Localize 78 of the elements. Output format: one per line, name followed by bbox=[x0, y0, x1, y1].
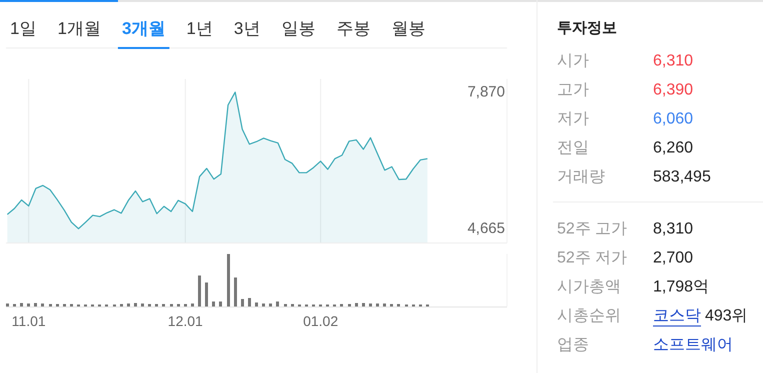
bar bbox=[234, 278, 237, 306]
category-label: 일봉 bbox=[281, 19, 316, 38]
bar bbox=[284, 304, 287, 306]
bar bbox=[134, 302, 137, 306]
category-label: 시가 bbox=[557, 52, 589, 70]
bar bbox=[269, 303, 272, 306]
x-tick-label: 11.01 bbox=[12, 313, 46, 329]
category-label: 업종 bbox=[557, 336, 589, 354]
category-label: 저가 bbox=[557, 110, 589, 128]
bar bbox=[20, 302, 23, 306]
bar bbox=[34, 302, 37, 306]
category-label: 3년 bbox=[234, 19, 260, 38]
text: 6,390 bbox=[653, 82, 694, 98]
bar bbox=[227, 254, 230, 306]
text: 583,495 bbox=[653, 168, 711, 186]
bar bbox=[127, 303, 130, 306]
bar bbox=[369, 303, 372, 306]
x-tick-label: 12.01 bbox=[168, 313, 204, 329]
category-label: 1일 bbox=[10, 19, 36, 38]
bar bbox=[155, 304, 158, 306]
bar bbox=[212, 301, 215, 306]
y-tick-label: 4,665 bbox=[467, 220, 505, 238]
bar bbox=[49, 304, 52, 306]
category-label: 52주 고가 bbox=[557, 220, 628, 238]
text: 2,700 bbox=[653, 250, 694, 266]
category-label: 주봉 bbox=[336, 19, 370, 38]
bar bbox=[383, 303, 386, 306]
text: 6,060 bbox=[653, 110, 694, 128]
bar bbox=[205, 282, 208, 306]
category-label: 3개월 bbox=[122, 19, 166, 38]
category-label: 고가 bbox=[557, 82, 589, 98]
bar bbox=[6, 303, 9, 306]
category-label: 월봉 bbox=[391, 19, 426, 38]
bar bbox=[162, 304, 165, 306]
category-label: 시가총액 bbox=[557, 278, 621, 296]
bar bbox=[120, 304, 123, 306]
bar bbox=[248, 298, 251, 306]
category-label: 1개월 bbox=[57, 19, 101, 38]
bar bbox=[41, 303, 44, 306]
text: 소프트웨어 bbox=[653, 336, 733, 354]
bar bbox=[148, 304, 151, 306]
category-label: 52주 저가 bbox=[557, 250, 628, 266]
bar bbox=[255, 302, 258, 306]
bar bbox=[198, 276, 201, 306]
bar bbox=[219, 301, 222, 306]
bar bbox=[63, 304, 66, 306]
bar bbox=[262, 303, 265, 306]
bar bbox=[291, 304, 294, 306]
bar bbox=[362, 302, 365, 306]
bar bbox=[355, 302, 358, 306]
bar bbox=[348, 304, 351, 306]
category-label: 시총순위 bbox=[557, 308, 621, 324]
text: 6,260 bbox=[653, 140, 694, 156]
bar bbox=[27, 303, 30, 306]
bar bbox=[376, 303, 379, 306]
bar bbox=[390, 304, 393, 306]
bar bbox=[141, 303, 144, 306]
bar bbox=[170, 304, 173, 306]
bar bbox=[191, 303, 194, 306]
text: 1,798억 bbox=[653, 278, 710, 296]
bar bbox=[184, 304, 187, 306]
bar bbox=[70, 304, 73, 306]
category-label: 전일 bbox=[557, 140, 589, 156]
bar bbox=[397, 304, 400, 306]
bar bbox=[340, 304, 343, 306]
bar bbox=[56, 304, 59, 306]
bar bbox=[241, 299, 244, 306]
text: 6,310 bbox=[653, 52, 694, 70]
bar bbox=[13, 304, 16, 306]
text: 코스닥 493위 bbox=[653, 308, 748, 324]
x-tick-label: 01.02 bbox=[303, 313, 338, 329]
text: 8,310 bbox=[653, 220, 694, 238]
bar bbox=[177, 304, 180, 306]
text: 투자정보 bbox=[557, 20, 617, 36]
category-label: 거래량 bbox=[557, 168, 605, 186]
bar bbox=[276, 301, 279, 306]
category-label: 1년 bbox=[186, 19, 213, 38]
y-tick-label: 7,870 bbox=[467, 84, 505, 101]
